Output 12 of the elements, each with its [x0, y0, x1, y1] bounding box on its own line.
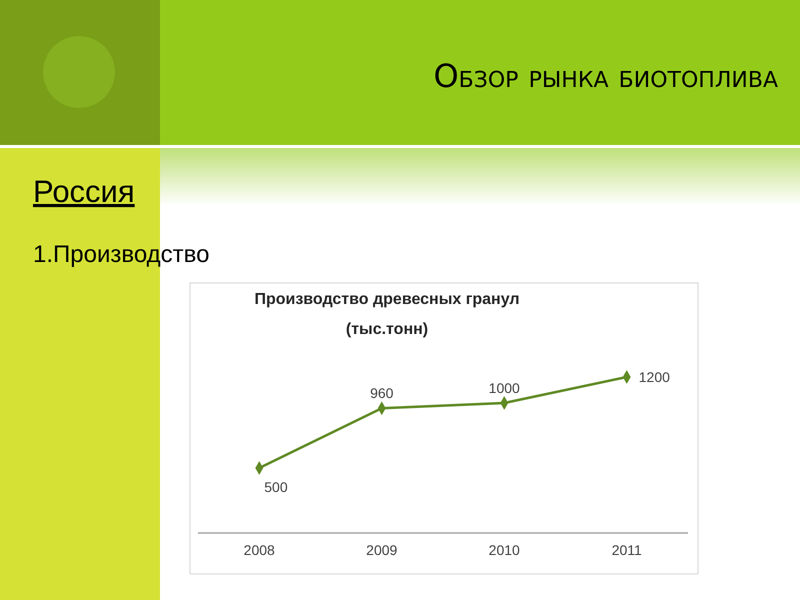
x-tick-label: 2009 — [366, 542, 398, 558]
x-tick-label: 2008 — [244, 542, 276, 558]
chart-subtitle: (тыс.тонн) — [346, 321, 428, 338]
data-label: 960 — [370, 385, 394, 402]
text: Обзор рынка биотоплива — [433, 57, 778, 95]
chart-title: Производство древесных гранул — [254, 291, 520, 308]
data-label: 500 — [264, 479, 288, 495]
x-tick-label: 2010 — [488, 542, 520, 558]
data-label: 1200 — [638, 369, 670, 385]
text: Россия — [33, 174, 135, 209]
x-tick-label: 2011 — [612, 542, 642, 558]
data-label: 1000 — [488, 380, 520, 396]
